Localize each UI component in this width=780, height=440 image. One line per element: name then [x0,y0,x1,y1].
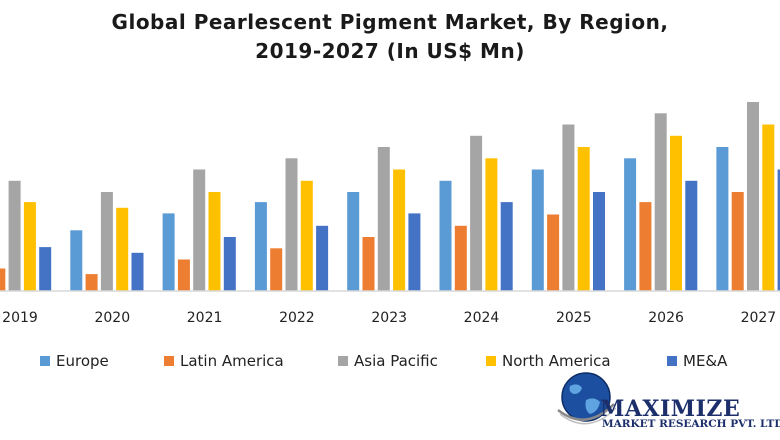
x-tick-label: 2027 [741,310,777,326]
bar-europe-2027 [716,147,729,291]
bar-asia-pacific-2020 [100,192,113,291]
bar-latin-america-2023 [362,237,375,291]
bar-north-america-2019 [23,202,36,291]
legend-label: ME&A [683,352,728,370]
bar-europe-2026 [624,158,637,292]
bar-latin-america-2019 [0,268,6,291]
bar-me-a-2023 [408,213,421,291]
bar-north-america-2021 [208,192,221,291]
bar-me-a-2027 [777,169,780,291]
legend-label: Asia Pacific [354,352,438,370]
bar-north-america-2022 [300,180,313,292]
bar-asia-pacific-2025 [562,124,575,291]
bar-north-america-2023 [393,169,406,291]
bar-asia-pacific-2023 [377,147,390,291]
chart-title-line-2: 2019-2027 (In US$ Mn) [255,39,525,63]
legend-swatch [486,356,496,366]
x-tick-label: 2026 [648,310,684,326]
legend-swatch [338,356,348,366]
bars-group [0,102,780,292]
legend-label: Latin America [180,352,284,370]
bar-europe-2020 [70,230,83,292]
legend-item: Latin America [164,352,284,370]
bar-latin-america-2027 [731,192,744,291]
x-tick-label: 2019 [2,310,38,326]
legend-item: Asia Pacific [338,352,438,370]
legend-label: North America [502,352,611,370]
legend-swatch [40,356,50,366]
legend-label: Europe [56,352,109,370]
legend: Europe Latin America Asia Pacific North Ame… [0,350,780,376]
bar-asia-pacific-2019 [8,180,21,292]
chart-title-line-1: Global Pearlescent Pigment Market, By Re… [111,10,669,34]
x-tick-label: 2025 [556,310,592,326]
bar-me-a-2019 [39,247,52,291]
legend-swatch [164,356,174,366]
x-tick-label: 2021 [187,310,223,326]
bar-north-america-2025 [577,147,590,291]
bar-north-america-2024 [485,158,498,292]
bar-me-a-2026 [685,180,698,292]
bar-latin-america-2026 [639,202,652,291]
bar-latin-america-2025 [547,214,560,291]
legend-item: North America [486,352,611,370]
x-tick-label: 2023 [371,310,407,326]
company-logo: MAXIMIZE MARKET RESEARCH PVT. LTD. [556,370,780,436]
bar-asia-pacific-2024 [470,135,483,292]
bar-me-a-2020 [131,252,144,292]
bar-europe-2025 [531,169,544,291]
logo-name: MAXIMIZE [600,396,741,422]
x-tick-label: 2020 [94,310,130,326]
bar-latin-america-2022 [270,248,283,292]
bar-latin-america-2021 [177,259,190,291]
legend-swatch [667,356,677,366]
bar-europe-2021 [162,213,175,291]
bar-north-america-2020 [116,207,129,292]
x-tick-label: 2022 [279,310,315,326]
x-tick-labels: 2019 2020 2021 2022 2023 2024 2025 2026 2027 [2,310,776,326]
bar-me-a-2022 [316,225,329,292]
bar-latin-america-2020 [85,274,98,291]
bar-north-america-2026 [670,135,682,292]
legend-item: Europe [40,352,109,370]
bar-north-america-2027 [762,124,775,291]
bar-europe-2023 [347,192,360,291]
bar-me-a-2021 [223,237,236,291]
bar-me-a-2025 [593,192,605,291]
bar-asia-pacific-2022 [285,158,298,292]
x-tick-label: 2024 [464,310,500,326]
chart-title: Global Pearlescent Pigment Market, By Re… [0,8,780,66]
bar-asia-pacific-2021 [193,169,206,291]
bar-asia-pacific-2027 [747,102,759,291]
bar-europe-2022 [254,202,267,291]
bar-asia-pacific-2026 [654,113,667,292]
bar-europe-2024 [439,180,452,292]
bar-me-a-2024 [500,202,513,291]
globe-icon [557,372,616,425]
bar-latin-america-2024 [454,225,467,292]
legend-item: ME&A [667,352,727,370]
logo-tagline: MARKET RESEARCH PVT. LTD. [602,418,780,430]
